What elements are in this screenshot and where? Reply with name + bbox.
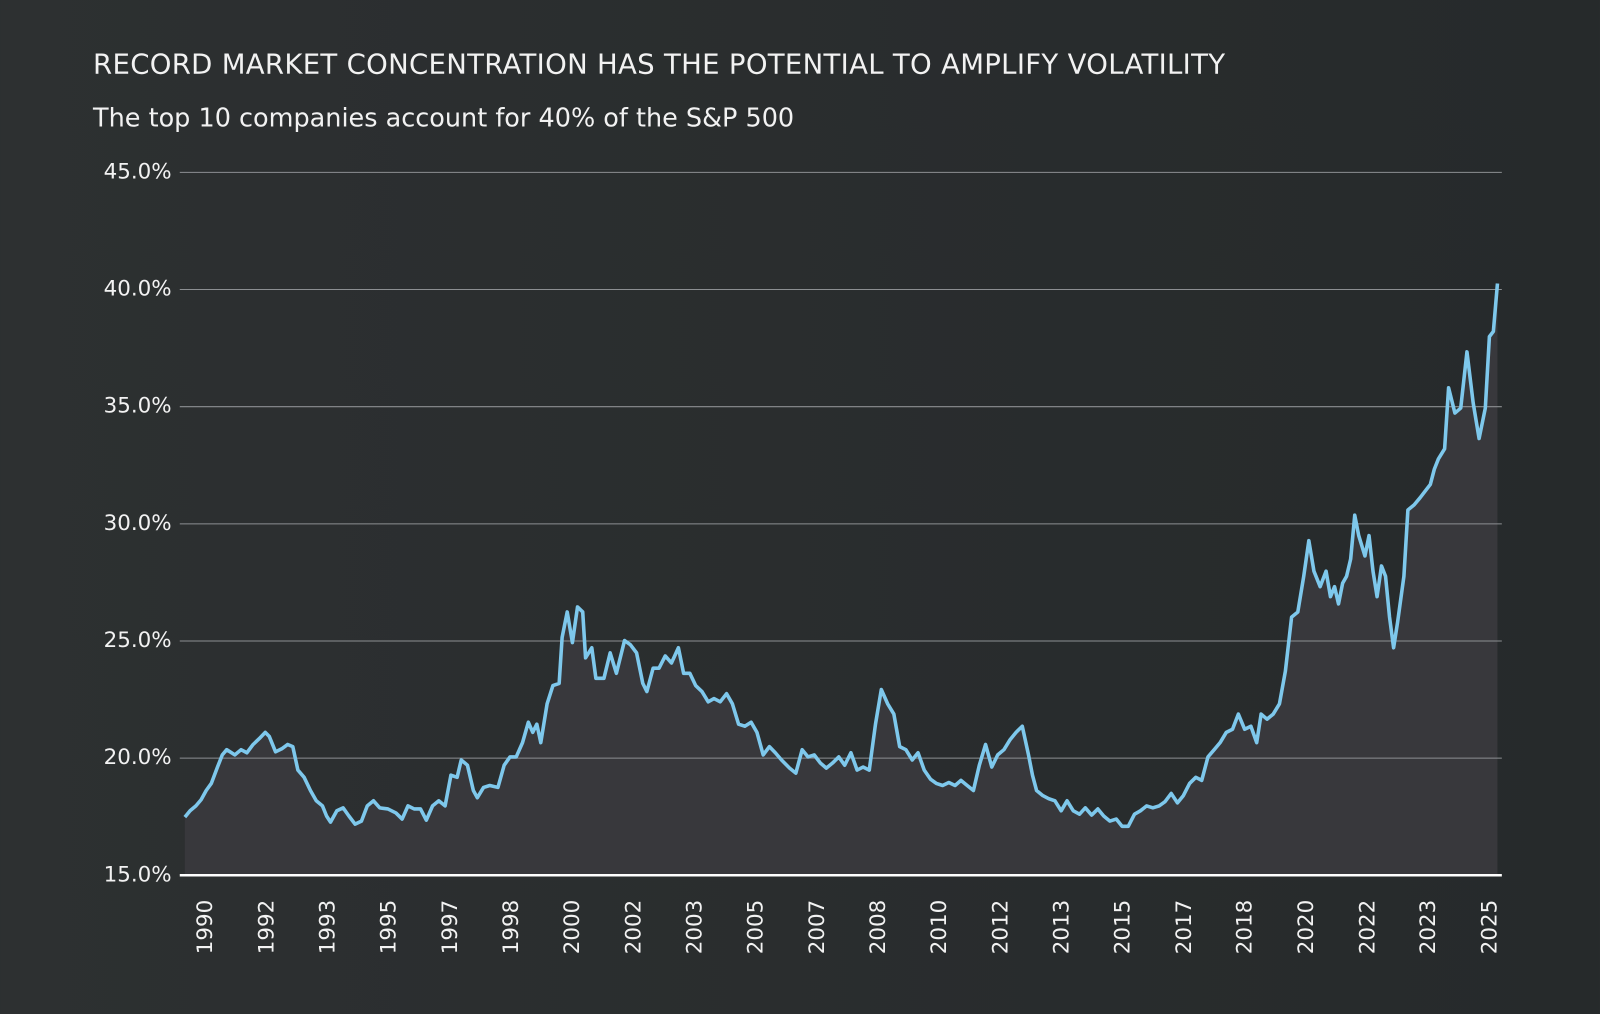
x-tick-label: 1990 <box>193 900 218 954</box>
x-tick-label: 1998 <box>499 900 524 954</box>
x-tick-label: 1993 <box>315 900 340 954</box>
x-tick-label: 2012 <box>988 900 1013 954</box>
x-tick-label: 1997 <box>438 900 463 954</box>
x-tick-label: 2005 <box>744 900 769 954</box>
x-tick-label: 2013 <box>1049 900 1074 954</box>
x-tick-label: 2023 <box>1416 900 1441 954</box>
x-tick-label: 1992 <box>254 900 279 954</box>
plot-area: 15.0% 20.0% 25.0% 30.0% 35.0% 40.0% 45.0% 1990 1… <box>104 159 1503 954</box>
x-tick-label: 2003 <box>682 900 707 954</box>
x-tick-label: 2020 <box>1294 900 1319 954</box>
x-tick-label: 2007 <box>805 900 830 954</box>
x-tick-label: 2002 <box>621 900 646 954</box>
y-tick-label: 20.0% <box>104 745 172 770</box>
y-tick-label: 35.0% <box>104 394 172 419</box>
x-tick-label: 2000 <box>560 900 585 954</box>
x-tick-label: 2010 <box>927 900 952 954</box>
y-tick-label: 45.0% <box>104 159 172 184</box>
chart-title: RECORD MARKET CONCENTRATION HAS THE POTE… <box>93 48 1225 80</box>
x-tick-label: 2018 <box>1233 900 1258 954</box>
x-tick-label: 2025 <box>1477 900 1502 954</box>
chart-subtitle: The top 10 companies account for 40% of … <box>92 103 794 133</box>
area <box>184 283 1498 876</box>
x-tick-label: 1995 <box>377 900 402 954</box>
y-tick-label: 30.0% <box>104 511 172 536</box>
y-tick-label: 15.0% <box>104 862 172 887</box>
line <box>183 283 1500 829</box>
x-tick-label: 2015 <box>1110 900 1135 954</box>
x-tick-label: 2008 <box>866 900 891 954</box>
x-tick-label: 2017 <box>1172 900 1197 954</box>
y-tick-label: 40.0% <box>104 277 172 302</box>
y-tick-label: 25.0% <box>104 628 172 653</box>
x-tick-label: 2022 <box>1355 900 1380 954</box>
